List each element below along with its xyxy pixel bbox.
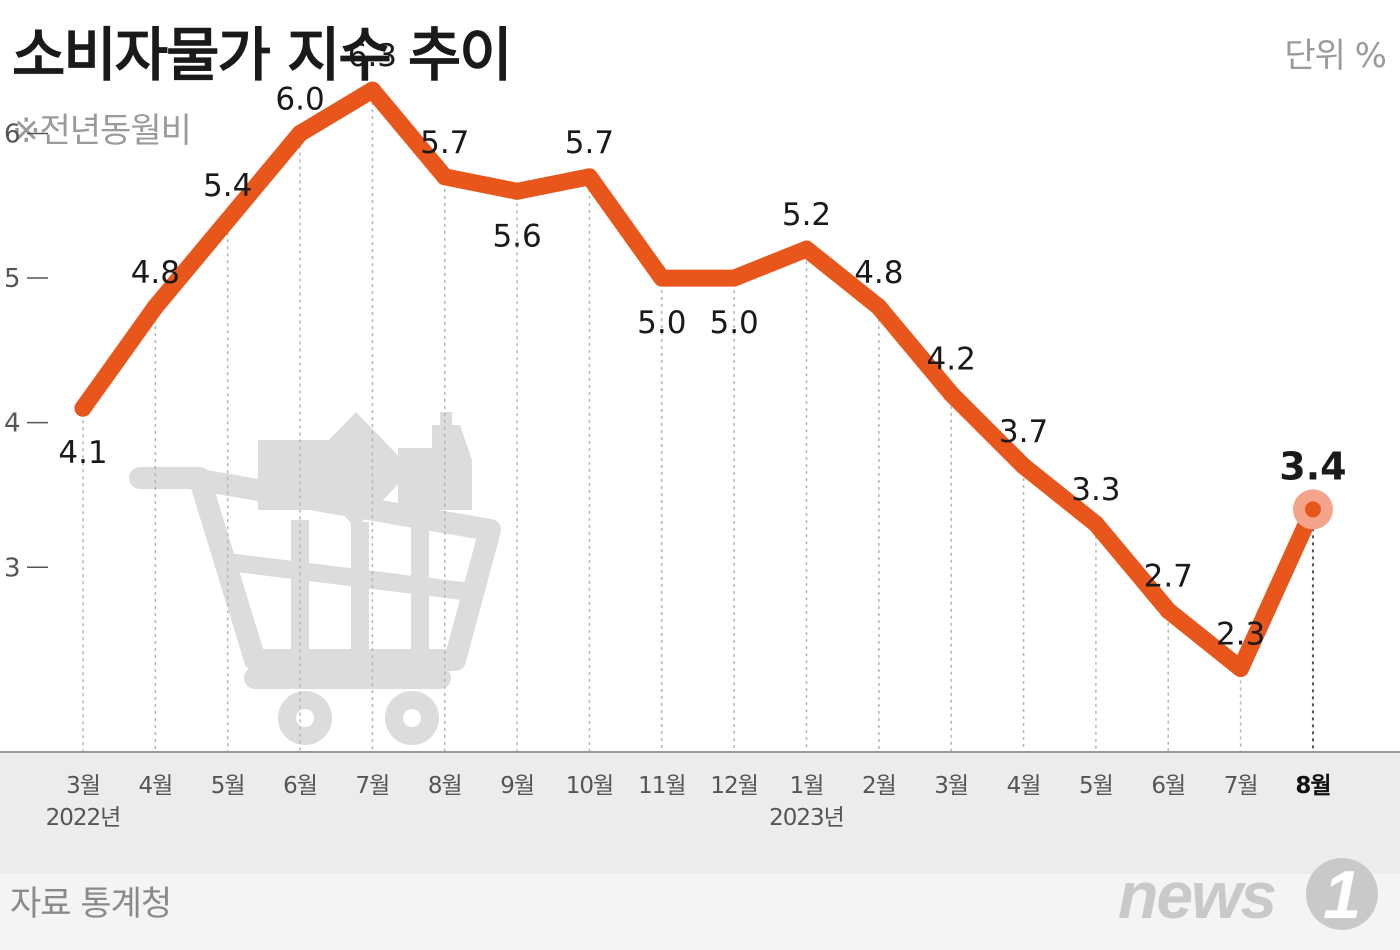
x-tick-label: 3월 [66, 773, 100, 799]
x-tick-label: 4월 [138, 773, 172, 799]
x-tick-label: 2월 [862, 773, 896, 799]
data-point [1015, 457, 1033, 475]
x-tick-label: 11월 [638, 773, 685, 799]
x-tick-label: 6월 [1151, 773, 1185, 799]
unit-label: 단위 % [1284, 36, 1387, 76]
y-tick-label: 5 [4, 264, 21, 294]
data-point [219, 211, 237, 229]
value-label: 5.2 [782, 197, 831, 233]
x-axis-band [0, 752, 1400, 892]
value-label: 6.3 [348, 38, 397, 74]
series-line [74, 81, 1322, 677]
x-tick-label: 3월 [934, 773, 968, 799]
data-point [508, 182, 526, 200]
value-label: 5.7 [565, 125, 614, 161]
source-label: 자료 통계청 [10, 884, 172, 924]
data-point [1232, 659, 1250, 677]
footer-band [0, 874, 1400, 950]
highlight-point [1304, 501, 1321, 518]
value-label: 5.0 [637, 305, 686, 341]
y-tick-label: 4 [4, 409, 21, 439]
y-tick-label: 6 [4, 119, 21, 149]
highlight-value-label: 3.4 [1279, 444, 1346, 488]
line-chart: 3 4 5 6 4.1 4.8 5.4 6.0 6.3 5.7 5.6 5.7 5.0 5.0 5.2 4.… [0, 38, 1400, 831]
data-point [942, 385, 960, 403]
data-point [653, 269, 671, 287]
chart-title: 소비자물가 지수 추이 [12, 21, 513, 89]
x-tick-label: 7월 [1224, 773, 1258, 799]
x-tick-label: 4월 [1007, 773, 1041, 799]
value-label: 6.0 [275, 81, 324, 117]
data-point [291, 124, 309, 142]
x-tick-label: 5월 [211, 773, 245, 799]
value-label: 2.3 [1216, 616, 1265, 652]
x-tick-label: 1월 [790, 773, 824, 799]
logo-number: 1 [1323, 858, 1361, 933]
value-label: 4.8 [131, 255, 180, 291]
value-label: 4.1 [58, 435, 107, 471]
logo-text: news [1118, 858, 1275, 932]
value-label: 5.4 [203, 168, 252, 204]
news1-logo: news 1 [1118, 858, 1378, 933]
data-point [74, 399, 92, 417]
value-label: 3.3 [1071, 472, 1120, 508]
x-tick-label: 8월 [428, 773, 462, 799]
value-label: 2.7 [1144, 559, 1193, 595]
x-tick-label: 6월 [283, 773, 317, 799]
x-tick-label: 7월 [356, 773, 390, 799]
x-year-label: 2023년 [769, 805, 844, 831]
value-label: 4.8 [854, 255, 903, 291]
value-label: 4.2 [927, 342, 976, 378]
data-point [436, 168, 454, 186]
data-point [1087, 515, 1105, 533]
data-point [146, 298, 164, 316]
value-label: 5.0 [709, 305, 758, 341]
data-point [725, 269, 743, 287]
logo-circle [1306, 858, 1378, 930]
y-tick-label: 3 [4, 553, 21, 583]
x-tick-label: 5월 [1079, 773, 1113, 799]
data-point [1159, 602, 1177, 620]
data-point [870, 298, 888, 316]
value-label: 5.6 [492, 218, 541, 254]
x-tick-label: 9월 [500, 773, 534, 799]
data-point [798, 240, 815, 258]
chart-subtitle: ※전년동월비 [12, 111, 192, 151]
value-label: 5.7 [420, 125, 469, 161]
shopping-cart-icon [129, 412, 501, 745]
data-point [363, 81, 381, 99]
data-point [580, 168, 598, 186]
x-tick-label: 12월 [710, 773, 757, 799]
x-tick-label: 8월 [1295, 773, 1330, 799]
value-label: 3.7 [999, 414, 1048, 450]
x-year-label: 2022년 [46, 805, 121, 831]
x-tick-label: 10월 [566, 773, 613, 799]
